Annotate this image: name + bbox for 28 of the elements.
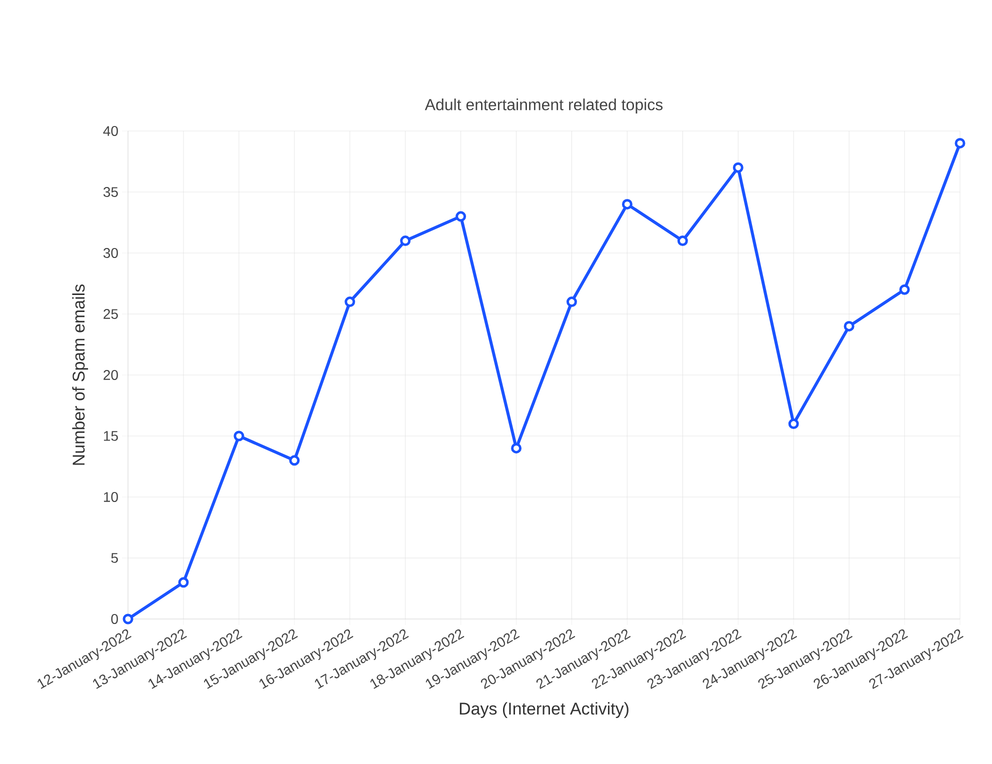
y-tick-label: 5 (111, 553, 118, 563)
x-axis-title: Days (Internet Activity) (460, 702, 628, 718)
point (289, 455, 300, 466)
point (234, 430, 244, 442)
point (622, 198, 632, 210)
y-tick-label: 20 (104, 370, 118, 380)
point (122, 614, 134, 624)
point (899, 284, 910, 295)
chart-title: Adult entertainment related topics (424, 98, 663, 114)
y-tick-label: 10 (104, 492, 118, 502)
y-axis-title: Number of Spam emails (72, 284, 88, 465)
y-tick-label: 30 (103, 248, 118, 258)
y-tick-label: 0 (111, 614, 118, 624)
point (566, 296, 577, 308)
point (456, 211, 466, 222)
y-tick-label: 35 (103, 187, 118, 197)
point (400, 236, 411, 246)
y-tick-label: 15 (104, 431, 118, 441)
point (178, 577, 189, 588)
point (677, 236, 688, 246)
y-tick-label: 40 (103, 126, 118, 136)
point (732, 162, 744, 173)
point (954, 138, 966, 148)
point (511, 442, 522, 454)
point (844, 320, 854, 332)
y-tick-label: 25 (104, 309, 118, 319)
point (788, 418, 799, 430)
point (344, 296, 356, 308)
